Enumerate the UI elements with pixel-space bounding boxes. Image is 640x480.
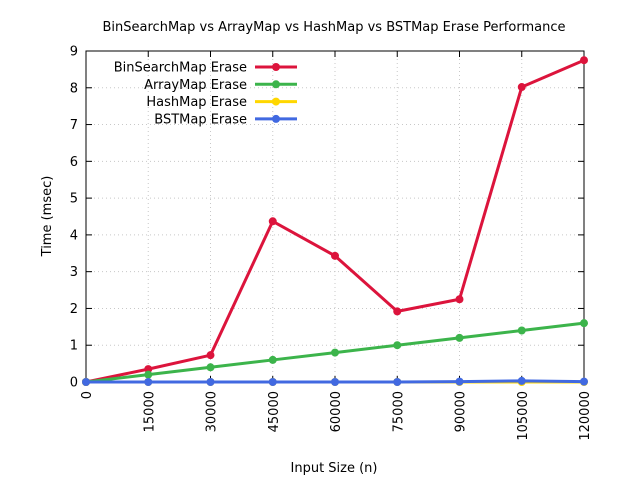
data-point-0	[580, 56, 588, 65]
data-point-3	[393, 378, 402, 386]
data-point-0	[455, 295, 464, 304]
y-tick-label: 1	[70, 339, 78, 354]
data-point-3	[268, 378, 277, 386]
y-tick-label: 7	[70, 118, 78, 133]
y-tick-label: 4	[70, 228, 78, 243]
data-point-3	[331, 378, 339, 386]
y-tick-label: 2	[70, 302, 78, 317]
data-point-0	[144, 365, 153, 374]
data-point-3	[206, 378, 215, 386]
y-tick-label: 6	[70, 155, 78, 170]
data-point-0	[331, 251, 339, 260]
data-point-1	[393, 341, 402, 350]
x-tick-label: 105000	[516, 391, 531, 441]
data-point-1	[268, 355, 277, 364]
legend: BinSearchMap Erase ArrayMap Erase HashMap …	[114, 61, 297, 127]
legend-marker-1	[272, 80, 280, 89]
data-point-1	[206, 363, 215, 372]
data-point-1	[331, 348, 339, 357]
tick-labels: 0 15000 30000 45000 60000 75000 90000 105000 120…	[70, 45, 593, 441]
data-point-1	[455, 333, 464, 342]
data-point-1	[517, 326, 526, 335]
y-tick-label: 8	[70, 81, 78, 96]
x-tick-label: 0	[80, 391, 95, 399]
y-tick-label: 0	[70, 376, 78, 391]
data-point-3	[82, 378, 90, 386]
x-tick-label: 90000	[454, 391, 469, 432]
legend-marker-2	[272, 97, 280, 106]
data-point-1	[580, 319, 588, 328]
data-point-3	[580, 377, 588, 386]
y-tick-label: 5	[70, 192, 78, 207]
data-point-0	[517, 83, 526, 92]
x-tick-label: 75000	[391, 391, 406, 432]
y-tick-label: 3	[70, 265, 78, 280]
data-point-3	[455, 377, 464, 386]
data-point-3	[517, 376, 526, 385]
legend-label-3: BSTMap Erase	[154, 112, 247, 127]
x-axis-label: Input Size (n)	[291, 461, 378, 476]
data-point-0	[206, 351, 215, 360]
legend-label-0: BinSearchMap Erase	[114, 61, 247, 76]
series-group	[82, 56, 588, 386]
x-tick-label: 15000	[142, 391, 157, 432]
legend-label-2: HashMap Erase	[146, 95, 247, 110]
y-axis-label: Time (msec)	[40, 176, 55, 258]
x-tick-label: 30000	[205, 391, 220, 432]
x-tick-label: 45000	[267, 391, 282, 432]
chart-title: BinSearchMap vs ArrayMap vs HashMap vs B…	[103, 20, 566, 35]
x-tick-label: 60000	[329, 391, 344, 432]
data-point-0	[393, 307, 402, 316]
y-tick-label: 9	[70, 45, 78, 60]
grid	[86, 51, 584, 382]
data-point-0	[268, 217, 277, 226]
data-point-3	[144, 378, 153, 386]
legend-marker-3	[272, 114, 280, 123]
x-tick-label: 120000	[578, 391, 593, 441]
legend-label-1: ArrayMap Erase	[144, 78, 247, 93]
data-point-1	[144, 370, 153, 379]
legend-marker-0	[272, 63, 280, 71]
